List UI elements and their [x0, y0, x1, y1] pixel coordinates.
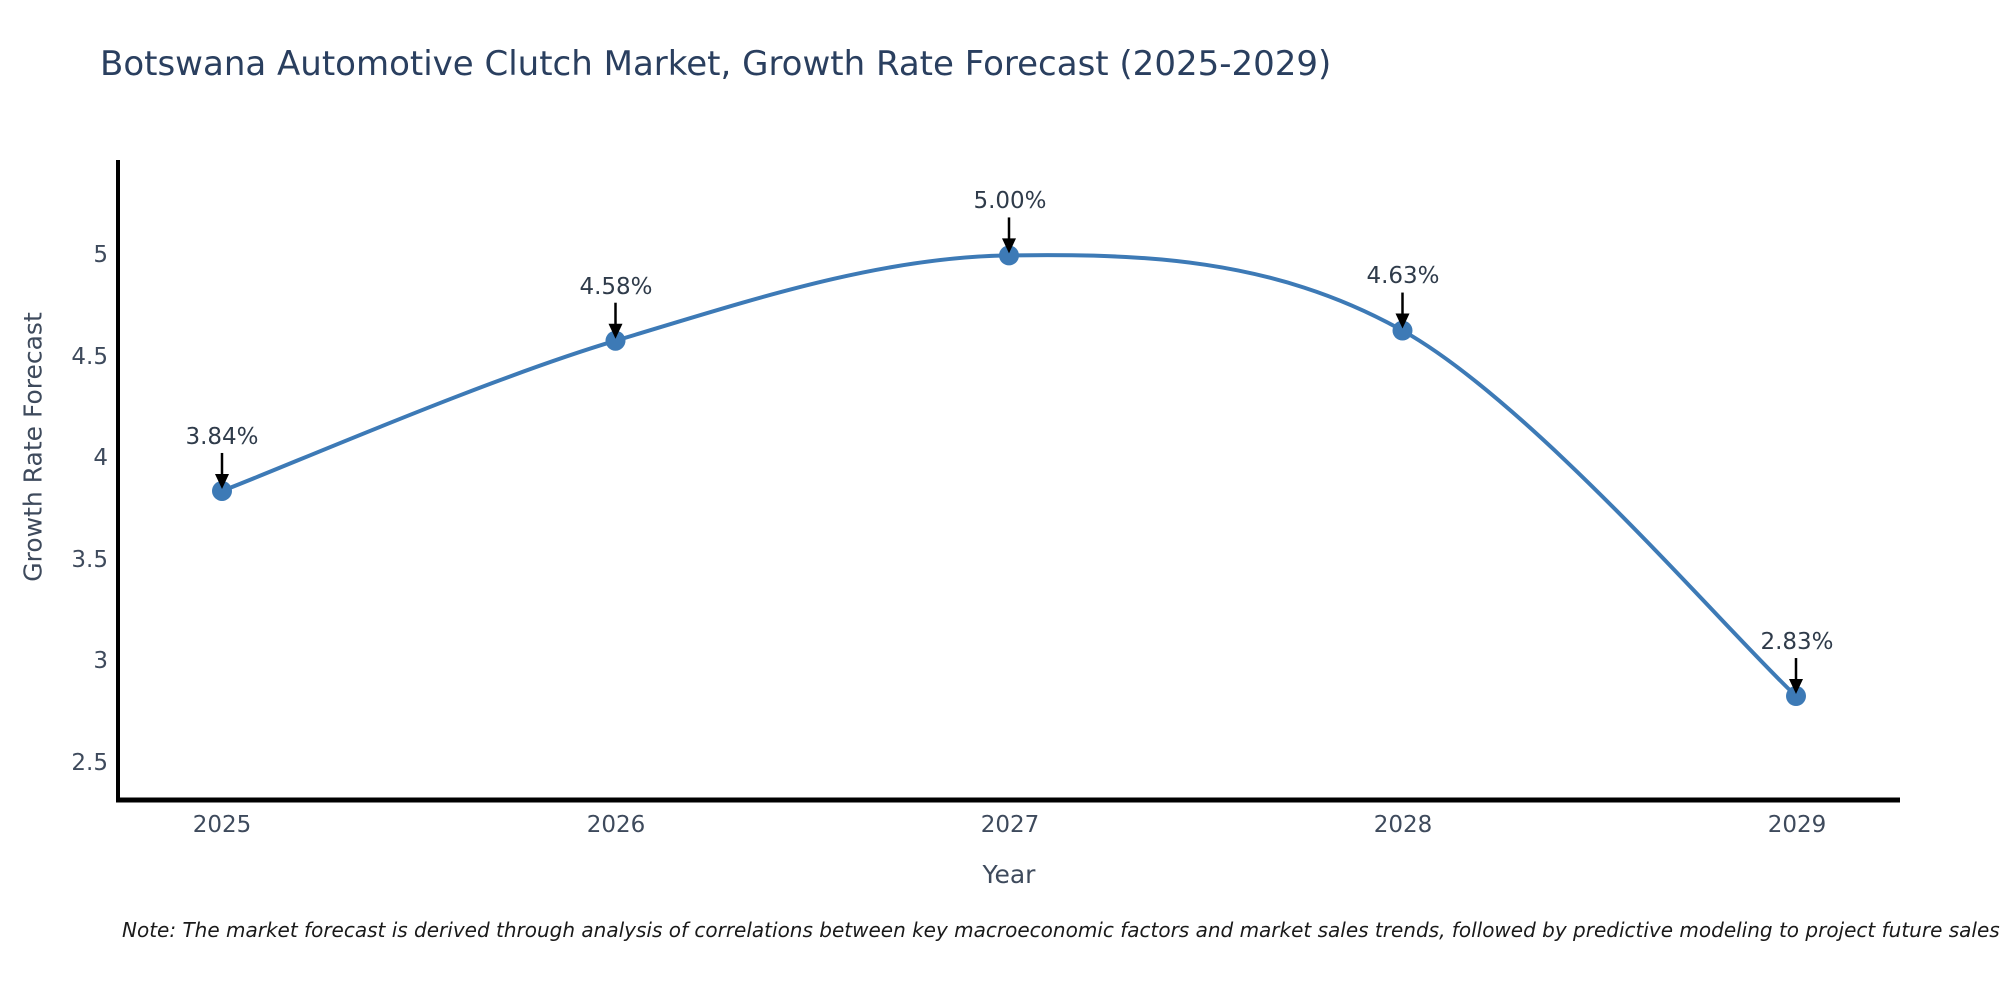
x-tick-2028: 2028 — [1373, 812, 1433, 838]
annotation-arrowhead-icon — [1002, 238, 1016, 254]
data-label-2027: 5.00% — [973, 188, 1047, 214]
x-tick-2029: 2029 — [1767, 812, 1827, 838]
data-point-2025[interactable] — [212, 480, 232, 501]
annotation-arrowhead-icon — [215, 473, 229, 489]
forecast-line — [221, 253, 1798, 698]
y-tick-2-5: 2.5 — [71, 750, 108, 776]
y-tick-4-5: 4.5 — [71, 344, 108, 370]
data-label-2025: 3.84% — [185, 424, 259, 450]
chart-title: Botswana Automotive Clutch Market, Growt… — [100, 44, 1332, 84]
y-tick-3-5: 3.5 — [71, 547, 108, 573]
data-label-2028: 4.63% — [1366, 263, 1440, 289]
y-tick-3: 3 — [93, 648, 108, 674]
x-tick-2026: 2026 — [586, 812, 646, 838]
annotation-arrowhead-icon — [608, 323, 623, 339]
x-tick-2027: 2027 — [980, 812, 1040, 838]
data-point-2026[interactable] — [605, 330, 626, 351]
data-label-2029: 2.83% — [1760, 629, 1834, 655]
x-tick-2025: 2025 — [192, 812, 252, 838]
data-point-2027[interactable] — [999, 245, 1019, 266]
y-tick-5: 5 — [93, 242, 108, 268]
y-tick-4: 4 — [93, 445, 108, 471]
x-axis-title: Year — [982, 860, 1036, 889]
y-axis-title: Growth Rate Forecast — [18, 312, 48, 582]
data-label-2026: 4.58% — [579, 274, 653, 300]
annotation-arrowhead-icon — [1395, 313, 1410, 329]
footnote: Note: The market forecast is derived thr… — [122, 918, 2000, 942]
data-point-2029[interactable] — [1786, 686, 1806, 707]
annotation-arrowhead-icon — [1789, 679, 1803, 695]
data-point-2028[interactable] — [1392, 320, 1413, 341]
